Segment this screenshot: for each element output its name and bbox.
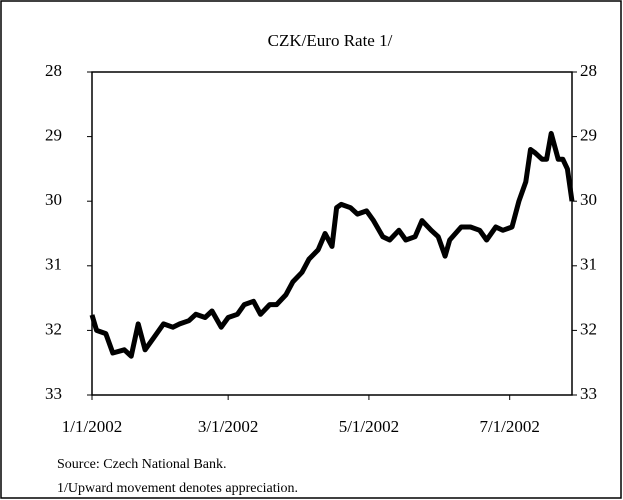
x-tick-label: 7/1/2002 <box>479 417 539 436</box>
chart-title: CZK/Euro Rate 1/ <box>268 31 393 50</box>
x-tick-label: 3/1/2002 <box>198 417 258 436</box>
y-tick-label: 31 <box>45 255 62 274</box>
y-tick-label: 32 <box>45 319 62 338</box>
y-tick-label: 30 <box>45 190 62 209</box>
y2-tick-label: 30 <box>580 190 597 209</box>
y2-tick-label: 32 <box>580 319 597 338</box>
x-tick-label: 5/1/2002 <box>339 417 399 436</box>
plot-area <box>91 71 573 396</box>
y-tick-label: 33 <box>45 384 62 403</box>
x-tick-label: 1/1/2002 <box>62 417 122 436</box>
y-tick-label: 29 <box>45 126 62 145</box>
y2-tick-label: 33 <box>580 384 597 403</box>
y2-tick-label: 28 <box>580 61 597 80</box>
y2-tick-label: 29 <box>580 126 597 145</box>
line <box>89 130 575 359</box>
source: Source: Czech National Bank. <box>57 457 227 472</box>
note: 1/Upward movement denotes appreciation. <box>57 481 298 496</box>
y2-tick-label: 31 <box>580 255 597 274</box>
y-tick-label: 28 <box>45 61 62 80</box>
